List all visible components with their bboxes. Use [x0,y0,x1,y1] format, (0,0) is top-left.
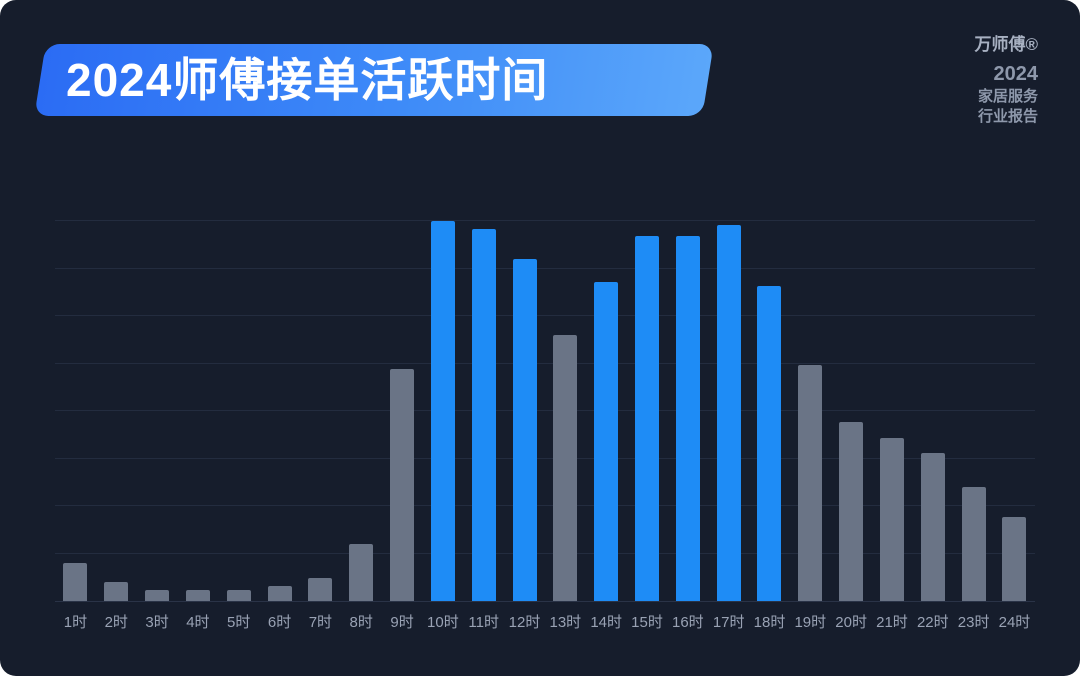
bar [594,281,619,601]
bar-slot [872,221,913,601]
bar [839,422,864,601]
bar-slot [667,221,708,601]
activity-bar-chart: 1时 2时 3时 4时 5时 6时 7时 8时 9时 10时 11时 12时 13时 14时 15时 16时 1… [55,220,1035,632]
bar [471,228,496,601]
bar [185,589,210,601]
bar [104,582,129,601]
gridline [55,220,1035,221]
bar-slot [177,221,218,601]
x-axis-label: 11时 [468,614,499,631]
bar-slot [545,221,586,601]
x-axis-label: 14时 [590,614,623,631]
bar-slot [790,221,831,601]
gridline [55,457,1035,459]
bar-slot [422,221,463,601]
bars [55,221,1035,601]
x-axis-label: 6时 [267,614,292,631]
bar-slot [96,221,137,601]
chart-plot-area [55,220,1035,602]
bar [512,259,537,601]
bar [430,221,455,601]
bar-slot [382,221,423,601]
bar [635,236,659,601]
x-axis-label: 18时 [753,614,786,631]
bar-slot [300,221,341,601]
bar [390,369,415,601]
bar [716,224,741,601]
x-axis-label: 7时 [308,614,333,631]
bar-slot [504,221,545,601]
gridline [55,267,1035,269]
gridline [55,505,1035,506]
bar [675,236,700,601]
bar-slot [55,221,96,601]
x-axis-label: 2时 [104,614,128,631]
bar-slot [831,221,872,601]
x-axis-label: 17时 [712,614,745,631]
bar [879,437,904,601]
brand-line-1: 家居服务 [977,88,1038,105]
x-axis-label: 13时 [549,614,582,631]
brand-line-2: 行业报告 [977,108,1038,126]
bar-slot [749,221,790,601]
x-axis-label: 19时 [794,614,827,631]
bar [920,452,945,601]
bar [63,563,88,601]
bar-slot [953,221,994,601]
bar-slot [627,221,668,601]
brand-logo: 万师傅® [974,35,1038,54]
x-axis-label: 8时 [349,614,373,631]
x-axis-label: 3时 [145,614,169,631]
x-axis-label: 9时 [390,614,414,631]
x-axis-label: 1时 [63,614,88,631]
gridline [55,552,1035,554]
page-title: 2024师傅接单活跃时间 [66,54,549,106]
bar-slot [708,221,749,601]
bar [1002,517,1027,601]
x-axis-label: 21时 [876,614,908,631]
bar-slot [994,221,1035,601]
x-axis-label: 12时 [508,614,541,631]
gridline [55,410,1035,411]
x-axis-label: 4时 [186,614,210,631]
bar-slot [137,221,178,601]
x-axis-label: 15时 [631,614,663,631]
bar-slot [463,221,504,601]
x-axis-label: 10时 [427,614,459,631]
bar [308,578,333,601]
bar [226,589,251,601]
bar-slot [912,221,953,601]
x-axis-label: 5时 [227,614,251,631]
gridline [55,362,1035,364]
x-axis-label: 20时 [835,614,867,631]
bar [961,487,986,601]
bar-slot [341,221,382,601]
x-axis-label: 24时 [998,614,1031,631]
bar [267,585,292,601]
bar-slot [586,221,627,601]
brand-year: 2024 [993,63,1039,85]
gridline [55,315,1035,316]
bar [349,544,374,601]
x-axis-label: 22时 [916,614,949,631]
brand-block: 万师傅® 2024 家居服务 行业报告 [974,30,1038,128]
x-axis-label: 16时 [671,614,704,631]
bar [757,285,782,601]
bar-slot [259,221,300,601]
bar [145,589,170,601]
x-axis-labels: 1时 2时 3时 4时 5时 6时 7时 8时 9时 10时 11时 12时 13时 14时 15时 16时 1… [55,611,1035,632]
title-banner: 2024师傅接单活跃时间 [34,44,714,116]
bar-slot [218,221,259,601]
bar [798,365,823,601]
bar [553,335,578,601]
x-axis-label: 23时 [957,614,990,631]
